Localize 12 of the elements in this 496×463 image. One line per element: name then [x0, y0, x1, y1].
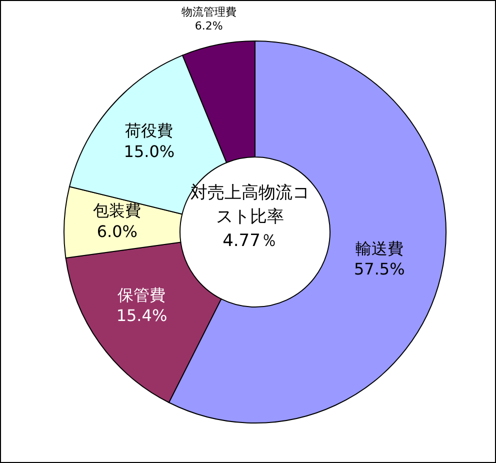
slice-label: 包装費	[93, 201, 142, 220]
text: 4.77％	[222, 230, 278, 253]
data-label: 6.0%	[96, 222, 138, 241]
data-label: 15.0%	[124, 142, 175, 162]
slice-label: 物流管理費	[181, 5, 236, 18]
data-label: 6.2%	[194, 20, 223, 33]
text: 対売上高物流コスト比率	[190, 182, 310, 229]
slice-label: 輸送費	[355, 238, 404, 258]
data-label: 57.5%	[354, 260, 405, 279]
data-label: 15.4%	[116, 306, 168, 326]
slice-label: 保管費	[118, 285, 166, 304]
slice-label: 荷役費	[125, 121, 174, 140]
